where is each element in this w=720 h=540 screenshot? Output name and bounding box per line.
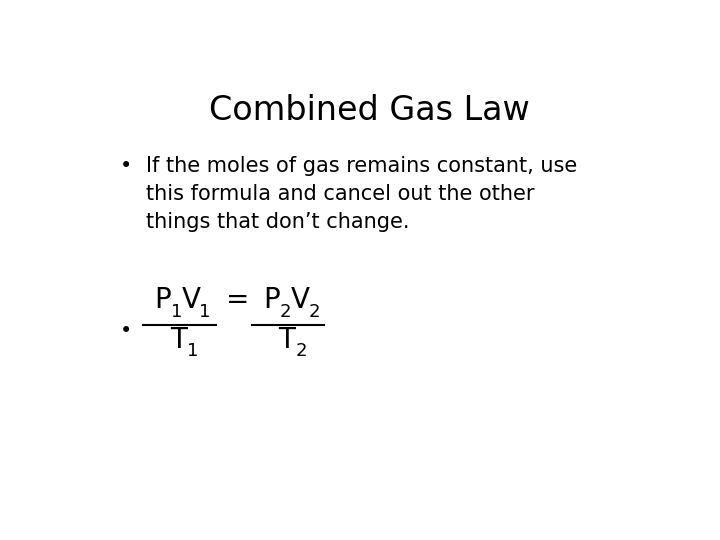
Text: Combined Gas Law: Combined Gas Law bbox=[209, 94, 529, 127]
Text: 2: 2 bbox=[280, 302, 291, 321]
Text: 1: 1 bbox=[186, 342, 198, 360]
Text: 2: 2 bbox=[295, 342, 307, 360]
Text: If the moles of gas remains constant, use
this formula and cancel out the other
: If the moles of gas remains constant, us… bbox=[145, 156, 577, 232]
Text: •: • bbox=[120, 321, 132, 341]
Text: 1: 1 bbox=[171, 302, 182, 321]
Text: =: = bbox=[226, 286, 250, 314]
Text: •: • bbox=[120, 156, 132, 176]
Text: T: T bbox=[279, 326, 295, 354]
Text: P: P bbox=[154, 286, 171, 314]
Text: 2: 2 bbox=[308, 302, 320, 321]
Text: V: V bbox=[182, 286, 201, 314]
Text: 1: 1 bbox=[199, 302, 211, 321]
Text: T: T bbox=[170, 326, 186, 354]
Text: P: P bbox=[263, 286, 280, 314]
Text: V: V bbox=[291, 286, 310, 314]
